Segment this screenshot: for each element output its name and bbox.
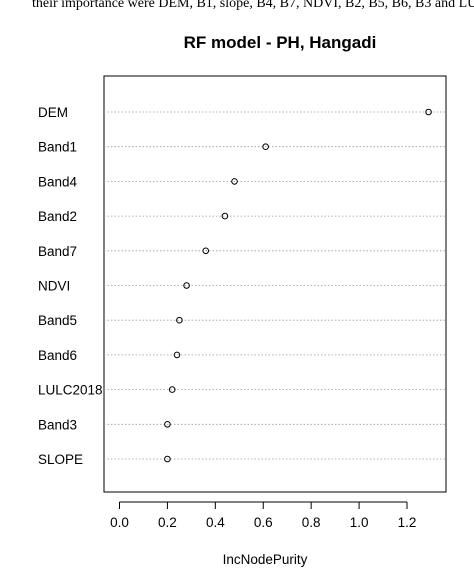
x-tick-label: 0.8: [302, 515, 321, 530]
category-label: Band2: [38, 209, 77, 224]
category-label: Band5: [38, 313, 77, 328]
data-point: [173, 351, 181, 359]
x-tick-label: 0.0: [110, 515, 129, 530]
data-points: [164, 108, 432, 463]
x-tick-label: 1.2: [398, 515, 417, 530]
data-point: [176, 316, 183, 324]
grid-lines: [104, 111, 446, 460]
category-label: Band4: [38, 174, 78, 189]
category-label: Band3: [38, 417, 77, 432]
data-point: [262, 143, 269, 150]
plot-frame: [103, 75, 447, 493]
y-axis-labels: DEM Band1 Band4 Band2 Band7 NDVI Band5 Band6 LUL…: [38, 105, 103, 467]
data-point: [202, 247, 210, 255]
category-label: Band7: [38, 244, 77, 259]
data-point: [168, 386, 176, 393]
x-tick-label: 0.6: [254, 515, 273, 530]
category-label: LULC2018: [38, 383, 103, 398]
data-point: [231, 178, 238, 185]
category-label: Band1: [38, 140, 77, 155]
category-label: NDVI: [38, 279, 70, 294]
category-label: DEM: [38, 105, 68, 120]
data-point: [425, 108, 432, 116]
data-point: [183, 282, 190, 289]
data-point: [164, 455, 171, 463]
data-point: [164, 421, 171, 428]
x-axis: 0.0 0.2 0.4 0.6 0.8 1.0 1.2: [110, 501, 417, 530]
x-tick-label: 1.0: [350, 515, 369, 530]
category-label: SLOPE: [38, 452, 83, 467]
chart-title: RF model - PH, Hangadi: [184, 33, 377, 52]
caption-text: their importance were DEM, B1, slope, B4…: [32, 0, 474, 11]
x-tick-label: 0.4: [206, 515, 225, 530]
data-point: [221, 212, 229, 220]
x-tick-label: 0.2: [158, 515, 177, 530]
x-axis-label: IncNodePurity: [223, 552, 308, 567]
category-label: Band6: [38, 348, 77, 363]
